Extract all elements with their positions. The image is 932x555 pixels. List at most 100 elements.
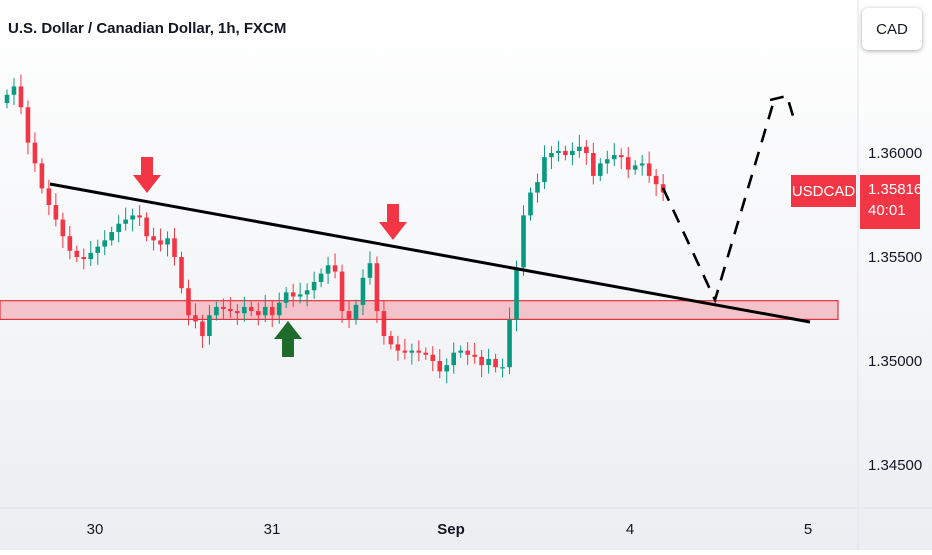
candle (437, 349, 443, 379)
candle (186, 279, 191, 326)
candle (88, 240, 94, 266)
candle (60, 212, 66, 249)
candle-body (11, 86, 17, 95)
candle-body (60, 219, 66, 237)
candle-body (304, 290, 310, 295)
candle (46, 179, 52, 216)
candle-body (53, 205, 59, 220)
candle (451, 342, 457, 374)
candle (81, 248, 87, 270)
candle (556, 140, 561, 162)
candle (74, 245, 80, 263)
candle-body (353, 304, 359, 320)
candle-body (151, 236, 156, 241)
candle (242, 296, 247, 322)
candle (25, 100, 31, 155)
candle (402, 338, 408, 360)
candle-body (235, 311, 240, 314)
candle (535, 173, 540, 203)
candle-body (18, 86, 24, 108)
candle-body (158, 240, 163, 245)
candle-body (193, 315, 198, 322)
candle-body (507, 319, 512, 368)
candle-body (228, 309, 233, 312)
y-tick-label: 1.34500 (868, 457, 922, 474)
candle (388, 330, 394, 350)
price-axis[interactable]: 1.36000 1.35500 1.35000 1.34500 (868, 145, 922, 474)
candle (249, 301, 254, 317)
candle-body (144, 217, 149, 237)
y-tick-label: 1.36000 (868, 145, 922, 162)
candle-body (451, 352, 457, 366)
candle (297, 282, 303, 304)
candle-body (67, 236, 73, 251)
candle-body (618, 155, 624, 158)
candle (514, 260, 519, 332)
candle-body (444, 365, 450, 372)
candle (632, 160, 638, 175)
candle-body (81, 257, 87, 260)
candle (179, 251, 184, 294)
candle-body (374, 263, 380, 312)
candle-body (604, 159, 610, 164)
candle (353, 299, 359, 325)
candle-body (598, 163, 603, 176)
candle-body (479, 356, 484, 366)
candle (304, 283, 310, 307)
candle (283, 287, 289, 308)
candle-body (290, 292, 296, 297)
x-tick-label: Sep (437, 521, 465, 538)
candle (465, 342, 470, 365)
candle (207, 305, 212, 345)
candle (165, 231, 170, 257)
candle (144, 212, 149, 242)
candle (290, 283, 296, 307)
candle-body (458, 350, 463, 353)
candle-body (653, 175, 659, 185)
x-tick-label: 30 (87, 521, 104, 538)
candle (339, 264, 345, 323)
candle (549, 146, 554, 170)
candle (577, 134, 582, 158)
candle (416, 340, 422, 362)
candle (18, 74, 24, 115)
candle-body (514, 267, 519, 320)
candle-body (102, 240, 108, 247)
candle (269, 300, 275, 328)
candle-body (632, 165, 638, 170)
candle (472, 342, 477, 364)
y-tick-label: 1.35000 (868, 353, 922, 370)
candle-body (395, 344, 401, 351)
candle-body (591, 153, 596, 176)
time-axis[interactable]: 30 31 Sep 4 5 (87, 521, 813, 538)
candle (276, 292, 282, 324)
candle-body (276, 302, 282, 316)
candle-body (179, 257, 184, 289)
candle-body (528, 192, 533, 216)
candle (458, 345, 463, 358)
candle (604, 150, 610, 174)
x-tick-label: 31 (264, 521, 281, 538)
candle (32, 132, 38, 172)
candle (381, 300, 387, 345)
candle-body (165, 238, 170, 245)
candle-body (214, 306, 219, 316)
candle (39, 158, 45, 194)
candle (137, 205, 142, 227)
resistance-trendline (49, 182, 811, 324)
candle (172, 228, 177, 266)
candle-body (493, 358, 498, 368)
projection-path (661, 94, 795, 304)
candle-body (381, 311, 387, 337)
candle (11, 77, 17, 105)
candle (109, 226, 114, 246)
candle (528, 187, 533, 221)
currency-button[interactable]: CAD (862, 8, 922, 50)
candle (646, 151, 652, 183)
candle-body (25, 107, 31, 143)
candle (130, 208, 135, 232)
candle-body (577, 146, 582, 151)
candle (493, 353, 498, 373)
